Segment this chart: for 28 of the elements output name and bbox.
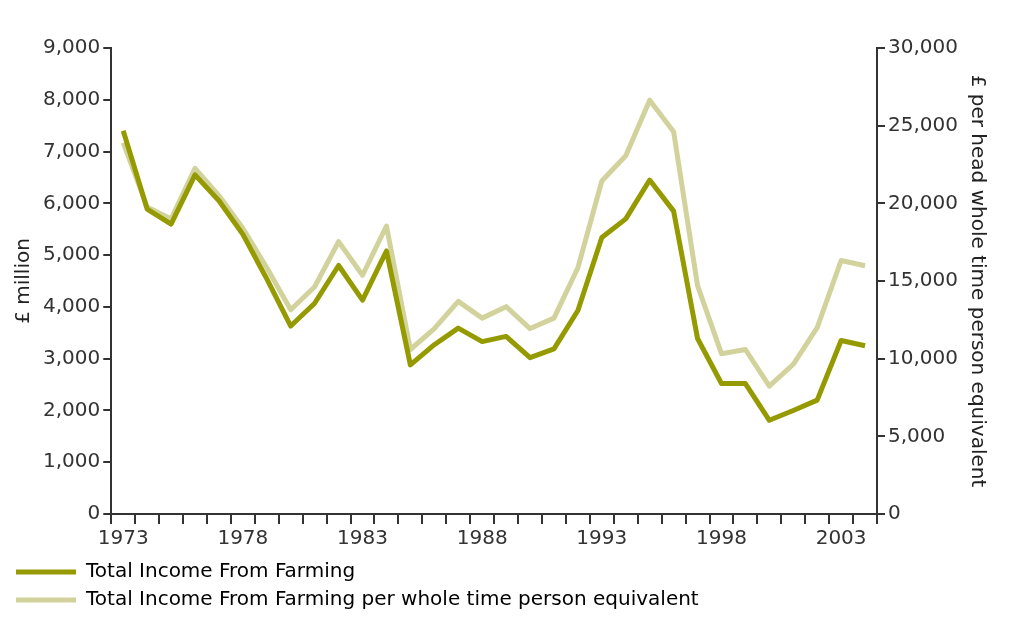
y2-tick-label: 10,000 (888, 344, 958, 369)
y-tick-label: 3,000 (42, 344, 101, 369)
y2-tick-label: 30,000 (888, 34, 958, 59)
y2-tick-label: 15,000 (888, 267, 958, 292)
y-tick-label: 7,000 (42, 137, 101, 162)
x-tick-label: 1973 (97, 525, 149, 550)
legend-label: Total Income From Farming per whole time person equivalent (85, 586, 699, 611)
y-tick-label: 6,000 (42, 189, 101, 214)
y-tick-label: 1,000 (42, 448, 101, 473)
y-axis-title: £ million (10, 238, 35, 324)
legend-label: Total Income From Farming (85, 558, 356, 583)
x-tick-label: 1978 (217, 525, 269, 550)
x-tick-label: 1988 (456, 525, 508, 550)
y2-tick-label: 20,000 (888, 189, 958, 214)
x-tick-label: 2003 (815, 525, 867, 550)
y2-tick-label: 5,000 (888, 422, 946, 447)
y2-axis-title: £ per head whole time person equivalent (966, 74, 991, 488)
x-tick-label: 1983 (337, 525, 388, 550)
x-tick-label: 1998 (696, 525, 747, 550)
y-tick-label: 5,000 (42, 241, 101, 266)
y-tick-label: 0 (87, 500, 101, 525)
y-tick-label: 2,000 (42, 396, 101, 421)
x-tick-label: 1993 (576, 525, 628, 550)
y-tick-label: 8,000 (42, 85, 101, 110)
y-tick-label: 4,000 (42, 293, 101, 318)
y2-tick-label: 25,000 (888, 111, 958, 136)
y2-tick-label: 0 (888, 500, 901, 525)
y-tick-label: 9,000 (42, 34, 101, 59)
